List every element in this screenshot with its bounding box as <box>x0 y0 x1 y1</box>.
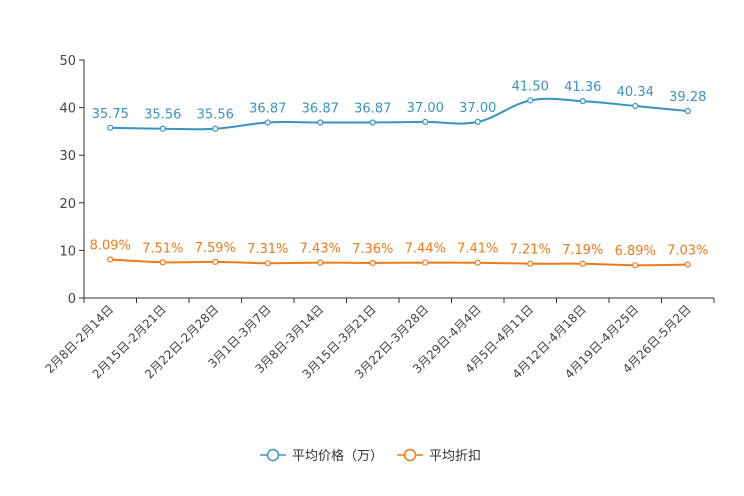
data-point[interactable] <box>264 119 271 126</box>
data-label: 7.36% <box>352 242 393 257</box>
data-label: 40.34 <box>617 85 654 100</box>
data-point[interactable] <box>317 259 324 266</box>
data-label: 37.00 <box>407 101 444 116</box>
data-point[interactable] <box>684 261 691 268</box>
data-point[interactable] <box>632 102 639 110</box>
data-point[interactable] <box>264 260 271 267</box>
data-point[interactable] <box>422 118 429 125</box>
legend-marker[interactable] <box>403 448 417 462</box>
data-label: 6.89% <box>615 244 656 259</box>
data-label: 41.36 <box>564 80 601 95</box>
data-point[interactable] <box>579 260 586 267</box>
data-point[interactable] <box>159 125 166 132</box>
data-label: 7.41% <box>457 242 498 257</box>
y-tick-label: 10 <box>59 244 76 259</box>
data-label: 7.44% <box>405 242 446 257</box>
data-point[interactable] <box>107 256 114 263</box>
data-point[interactable] <box>212 125 219 132</box>
data-point[interactable] <box>317 119 324 126</box>
data-point[interactable] <box>527 97 534 104</box>
data-label: 36.87 <box>354 101 391 116</box>
legend-marker[interactable] <box>266 448 280 462</box>
data-label: 7.59% <box>195 241 236 256</box>
data-label: 35.56 <box>197 108 234 123</box>
data-label: 39.28 <box>669 90 706 105</box>
y-tick-label: 20 <box>59 197 76 212</box>
data-labels: 35.75 35.56 35.56 36.87 36.87 36.87 37.00 37.00… <box>90 79 709 259</box>
y-tick-label: 50 <box>59 54 76 69</box>
data-label: 35.56 <box>144 108 181 123</box>
data-point[interactable] <box>632 262 639 269</box>
data-label: 7.43% <box>300 242 341 257</box>
data-point[interactable] <box>107 124 114 131</box>
series-line-0 <box>110 97 688 131</box>
data-point[interactable] <box>474 118 481 125</box>
data-label: 7.51% <box>142 241 183 256</box>
y-tick-label: 30 <box>59 149 76 164</box>
data-label: 36.87 <box>302 101 339 116</box>
legend-label[interactable]: 平均价格（万） <box>292 448 383 464</box>
legend[interactable]: 平均价格（万） 平均折扣 <box>260 448 481 464</box>
data-point[interactable] <box>527 260 534 267</box>
data-label: 8.09% <box>90 238 131 253</box>
data-label: 7.19% <box>562 243 603 258</box>
data-point[interactable] <box>369 119 376 126</box>
data-label: 7.21% <box>510 243 551 258</box>
y-tick-label: 0 <box>68 292 76 307</box>
data-point[interactable] <box>159 259 166 266</box>
data-label: 41.50 <box>512 79 549 94</box>
data-point[interactable] <box>684 107 691 115</box>
data-point[interactable] <box>579 98 586 105</box>
data-point[interactable] <box>474 259 481 266</box>
data-label: 35.75 <box>92 107 129 122</box>
data-point[interactable] <box>422 259 429 266</box>
data-point[interactable] <box>369 259 376 267</box>
series-lines <box>107 97 691 269</box>
data-point[interactable] <box>212 258 219 265</box>
legend-label[interactable]: 平均折扣 <box>429 449 481 464</box>
data-label: 7.03% <box>667 244 708 259</box>
y-tick-label: 40 <box>59 102 76 117</box>
data-label: 37.00 <box>459 101 496 116</box>
series-line-1 <box>110 258 688 267</box>
data-label: 36.87 <box>249 101 286 116</box>
data-label: 7.31% <box>247 242 288 257</box>
